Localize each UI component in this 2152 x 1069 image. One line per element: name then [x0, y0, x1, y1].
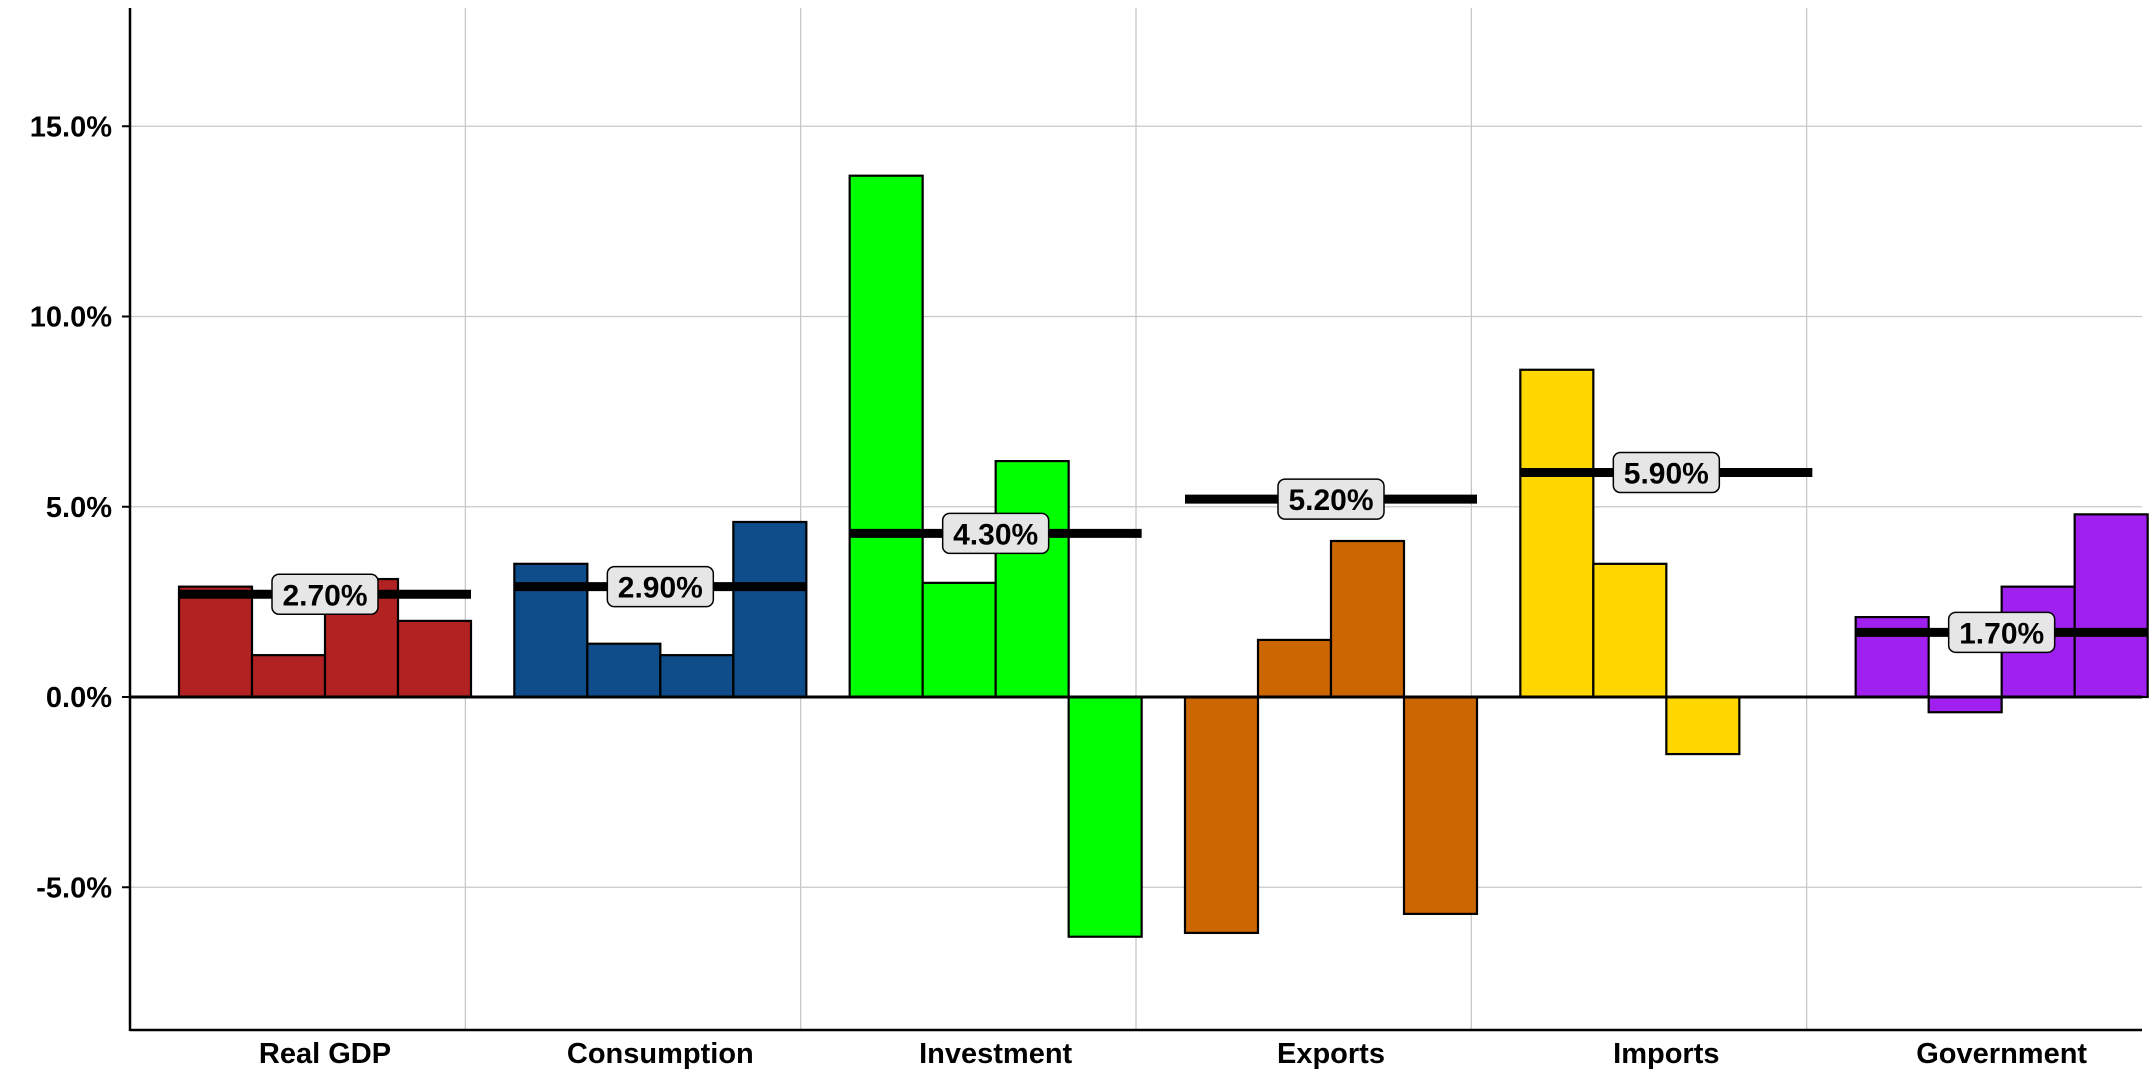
y-tick-label: 5.0%	[46, 492, 112, 524]
bar	[994, 459, 1070, 699]
average-label: 4.30%	[953, 518, 1038, 551]
bar	[921, 581, 997, 699]
bar	[732, 520, 808, 699]
x-tick-label: Government	[1916, 1038, 2087, 1069]
y-tick-label: 0.0%	[46, 682, 112, 714]
average-label: 2.70%	[282, 579, 367, 612]
x-tick-label: Real GDP	[259, 1038, 391, 1069]
average-label-box	[1612, 451, 1721, 494]
bar	[586, 642, 662, 699]
x-tick-label: Consumption	[567, 1038, 754, 1069]
bar	[1329, 539, 1406, 699]
x-tick-label: Exports	[1277, 1038, 1385, 1069]
bar	[177, 585, 254, 699]
bar	[1665, 695, 1741, 756]
bar	[1402, 695, 1479, 915]
bar	[1256, 638, 1333, 699]
y-tick-label: -5.0%	[36, 872, 112, 904]
bar	[659, 654, 735, 699]
grid-layer	[130, 8, 2142, 1030]
bar	[396, 619, 473, 699]
x-tick-label: Imports	[1613, 1038, 1719, 1069]
axis-layer: -5.0% 0.0% 5.0% 10.0% 15.0%	[30, 8, 2142, 1032]
x-tick-label: Investment	[919, 1038, 1072, 1069]
bar-layer	[177, 174, 2149, 938]
average-label-box	[1277, 478, 1385, 520]
average-label-box	[1947, 611, 2056, 654]
avg-layer: 2.70% 2.90% 4.30% 5.20% 5.90% 1.70%	[179, 451, 2148, 654]
bar	[1183, 695, 1260, 935]
bar	[848, 174, 924, 699]
average-label: 2.90%	[618, 572, 703, 605]
bar	[250, 654, 327, 699]
bar	[1519, 368, 1595, 699]
average-label-box	[941, 512, 1050, 555]
average-label: 1.70%	[1959, 617, 2044, 650]
average-label-box	[271, 573, 379, 616]
average-label: 5.90%	[1624, 458, 1709, 491]
average-label: 5.20%	[1288, 484, 1373, 517]
bar	[2073, 513, 2149, 699]
bar	[1067, 695, 1143, 938]
y-tick-label: 10.0%	[30, 302, 112, 334]
bar	[1592, 562, 1668, 699]
bar	[1927, 695, 2003, 714]
average-label-box	[606, 565, 715, 608]
y-tick-label: 15.0%	[30, 111, 112, 143]
label-layer: Real GDP Consumption Investment Exports Impo…	[259, 1038, 2087, 1069]
